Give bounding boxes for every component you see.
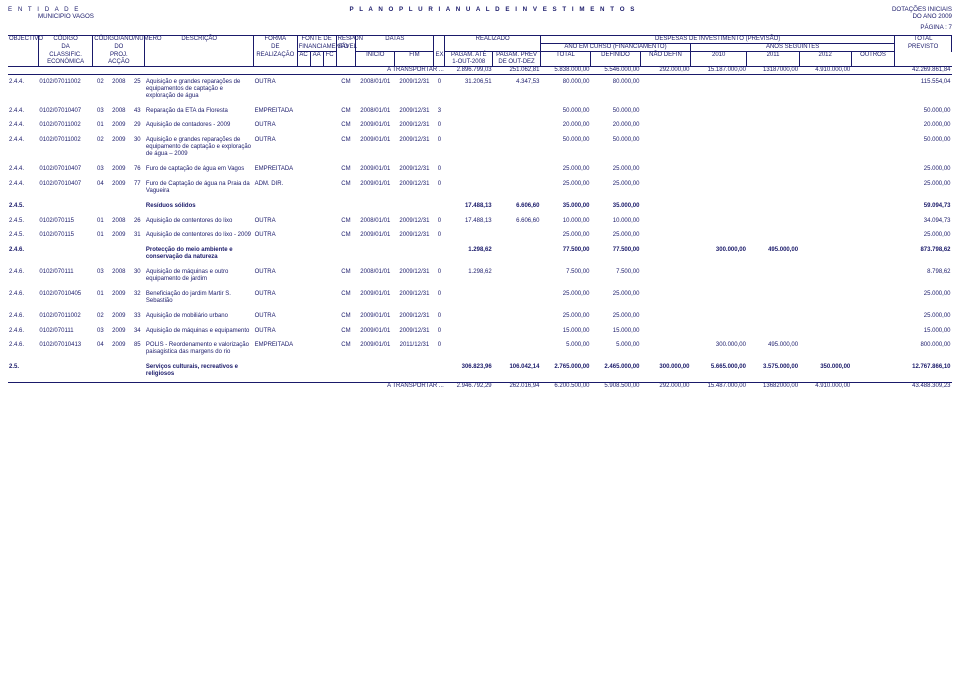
transport-bot-v11: 6.200.500,00 xyxy=(540,382,590,389)
th-aa: AA xyxy=(310,52,323,67)
table-row: 2.4.4.0102/0701040703200976Furo de capta… xyxy=(8,162,952,177)
dotacoes-l1: DOTAÇÕES INICIAIS xyxy=(892,6,952,13)
table-row: 2.4.4.0102/0701100202200930Aquisição e g… xyxy=(8,133,952,162)
th-pagam-prev-2: DE OUT-DEZ xyxy=(493,59,541,66)
th-fim: FIM xyxy=(395,52,434,67)
table-row: 2.5.Serviços culturais, recreativos e re… xyxy=(8,360,952,382)
transport-bot-v16: 4.910.000,00 xyxy=(799,382,851,389)
th-2012: 2012 xyxy=(799,52,851,67)
transport-top-total: 42.269.861,84 xyxy=(895,66,952,74)
th-anos-seguintes: ANOS SEGUINTES xyxy=(690,44,894,52)
th-forma-3: REALIZAÇÃO xyxy=(254,52,297,59)
transport-bot-v10: 262.016,94 xyxy=(493,382,541,389)
transport-top-v15: 13187000,00 xyxy=(747,66,799,74)
transport-top-v13: 292.000,00 xyxy=(640,66,690,74)
table-row: 2.4.6.0102/0701041304200985POLIS - Reord… xyxy=(8,338,952,360)
table-row: 2.4.4.0102/0701040704200977Furo de Capta… xyxy=(8,177,952,199)
transport-bot-label: A TRANSPORTAR ... xyxy=(8,382,445,389)
th-pagam-ate-1: PAGAM. ATÉ xyxy=(445,52,493,59)
th-codigo-ano-1: CÓDIGO/ANO/NUMERO xyxy=(93,36,145,44)
th-nao-defin: NÃO DEFIN xyxy=(640,52,690,67)
th-realizado: REALIZADO xyxy=(445,36,541,44)
th-2010: 2010 xyxy=(690,52,747,67)
transport-bot-total: 43.488.309,23 xyxy=(895,382,952,389)
table-row: 2.4.4.0102/0701100202200825Aquisição e g… xyxy=(8,74,952,103)
th-objectivo: OBJECTIVO xyxy=(8,36,38,67)
dotacoes-l2: DO ANO 2009 xyxy=(892,13,952,20)
th-ac: AC xyxy=(297,52,310,67)
page-header: E N T I D A D E MUNICIPIO VAGOS P L A N … xyxy=(8,6,952,20)
table-row: 2.4.6.0102/07011103200934Aquisição de má… xyxy=(8,324,952,339)
th-forma-1: FORMA xyxy=(254,36,297,44)
table-row: 2.4.6.0102/0701100202200933Aquisição de … xyxy=(8,309,952,324)
transport-top-v14: 15.187.000,00 xyxy=(690,66,747,74)
th-pagam-ate-2: 1-OUT-2008 xyxy=(445,59,493,66)
th-forma-2: DE xyxy=(254,44,297,52)
th-outros: OUTROS xyxy=(851,52,895,67)
transport-bot-v12: 5.908.500,00 xyxy=(590,382,640,389)
transport-bot-v9: 2.946.792,29 xyxy=(445,382,493,389)
data-table: OBJECTIVO CÓDIGO CÓDIGO/ANO/NUMERO DESCR… xyxy=(8,35,952,390)
header-right: DOTAÇÕES INICIAIS DO ANO 2009 xyxy=(892,6,952,20)
th-total: TOTAL xyxy=(540,52,590,67)
th-codigo-classif-4: ECONÓMICA xyxy=(38,59,92,66)
transport-bottom: A TRANSPORTAR ... 2.946.792,29 262.016,9… xyxy=(8,382,952,389)
municipio-label: MUNICIPIO VAGOS xyxy=(38,13,94,20)
table-row: 2.4.5.0102/07011501200826Aquisição de co… xyxy=(8,214,952,229)
document-page: E N T I D A D E MUNICIPIO VAGOS P L A N … xyxy=(0,0,960,687)
th-codigo-ano-2: DO xyxy=(93,44,145,52)
table-row: 2.4.6.0102/0701040501200932Beneficiação … xyxy=(8,287,952,309)
table-row: 2.4.5.Resíduos sólidos17.488,136.606,603… xyxy=(8,199,952,214)
th-fonte-2: FINANCIAMENTO xyxy=(297,44,336,52)
table-row: 2.4.4.0102/0701040703200843Reparação da … xyxy=(8,104,952,119)
th-inicio: INICIO xyxy=(356,52,395,67)
transport-top-v12: 5.546.000,00 xyxy=(590,66,640,74)
th-datas: DATAS xyxy=(356,36,434,44)
th-codigo-ano-3: PROJ. xyxy=(93,52,145,59)
entidade-label: E N T I D A D E xyxy=(8,6,94,13)
table-row: 2.4.6.Protecção do meio ambiente e conse… xyxy=(8,243,952,265)
th-codigo-classif-2: DA xyxy=(38,44,92,52)
transport-top-v10: 251.062,81 xyxy=(493,66,541,74)
th-total-prev-2: PREVISTO xyxy=(895,44,952,52)
transport-bot-v14: 15.487.000,00 xyxy=(690,382,747,389)
transport-top-v9: 2.896.799,03 xyxy=(445,66,493,74)
th-respon-2: SÁVEL xyxy=(336,44,356,52)
th-fc: FC xyxy=(323,52,336,67)
transport-top: A TRANSPORTAR ... 2.896.799,03 251.062,8… xyxy=(8,66,952,74)
th-codigo-classif-1: CÓDIGO xyxy=(38,36,92,44)
th-codigo-ano-4: ACÇÃO xyxy=(93,59,145,66)
th-codigo-classif-3: CLASSIFIC. xyxy=(38,52,92,59)
transport-top-label: A TRANSPORTAR ... xyxy=(8,66,445,74)
table-row: 2.4.5.0102/07011501200931Aquisição de co… xyxy=(8,228,952,243)
page-title: P L A N O P L U R I A N U A L D E I N V … xyxy=(94,6,892,13)
table-row: 2.4.4.0102/0701100201200929Aquisição de … xyxy=(8,118,952,133)
transport-top-v16: 4.910.000,00 xyxy=(799,66,851,74)
th-total-prev-1: TOTAL xyxy=(895,36,952,44)
transport-bot-v15: 13682000,00 xyxy=(747,382,799,389)
th-fonte-1: FONTE DE xyxy=(297,36,336,44)
table-row: 2.4.6.0102/07011103200830Aquisição de má… xyxy=(8,265,952,287)
th-pagam-prev-1: PAGAM. PREV xyxy=(493,52,541,59)
transport-top-v11: 5.838.000,00 xyxy=(540,66,590,74)
th-ano-em-curso: ANO EM CURSO (FINANCIAMENTO) xyxy=(540,44,690,52)
th-2011: 2011 xyxy=(747,52,799,67)
transport-bot-v13: 292.000,00 xyxy=(640,382,690,389)
th-respon-1: RESPON xyxy=(336,36,356,44)
th-despesas: DESPESAS DE INVESTIMENTO (PREVISÃO) xyxy=(540,36,894,44)
page-number: PÁGINA : 7 xyxy=(8,24,952,31)
th-definido: DEFINIDO xyxy=(590,52,640,67)
header-left: E N T I D A D E MUNICIPIO VAGOS xyxy=(8,6,94,20)
th-ex: EX xyxy=(434,52,445,67)
